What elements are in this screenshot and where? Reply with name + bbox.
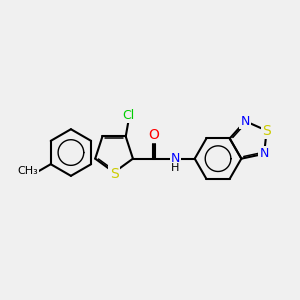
Text: Cl: Cl — [122, 109, 134, 122]
Text: N: N — [260, 147, 269, 160]
Text: O: O — [148, 128, 159, 142]
Text: N: N — [171, 152, 180, 165]
Text: S: S — [262, 124, 271, 138]
Text: H: H — [171, 163, 180, 173]
Text: S: S — [110, 167, 118, 181]
Text: N: N — [241, 115, 250, 128]
Text: CH₃: CH₃ — [17, 166, 38, 176]
